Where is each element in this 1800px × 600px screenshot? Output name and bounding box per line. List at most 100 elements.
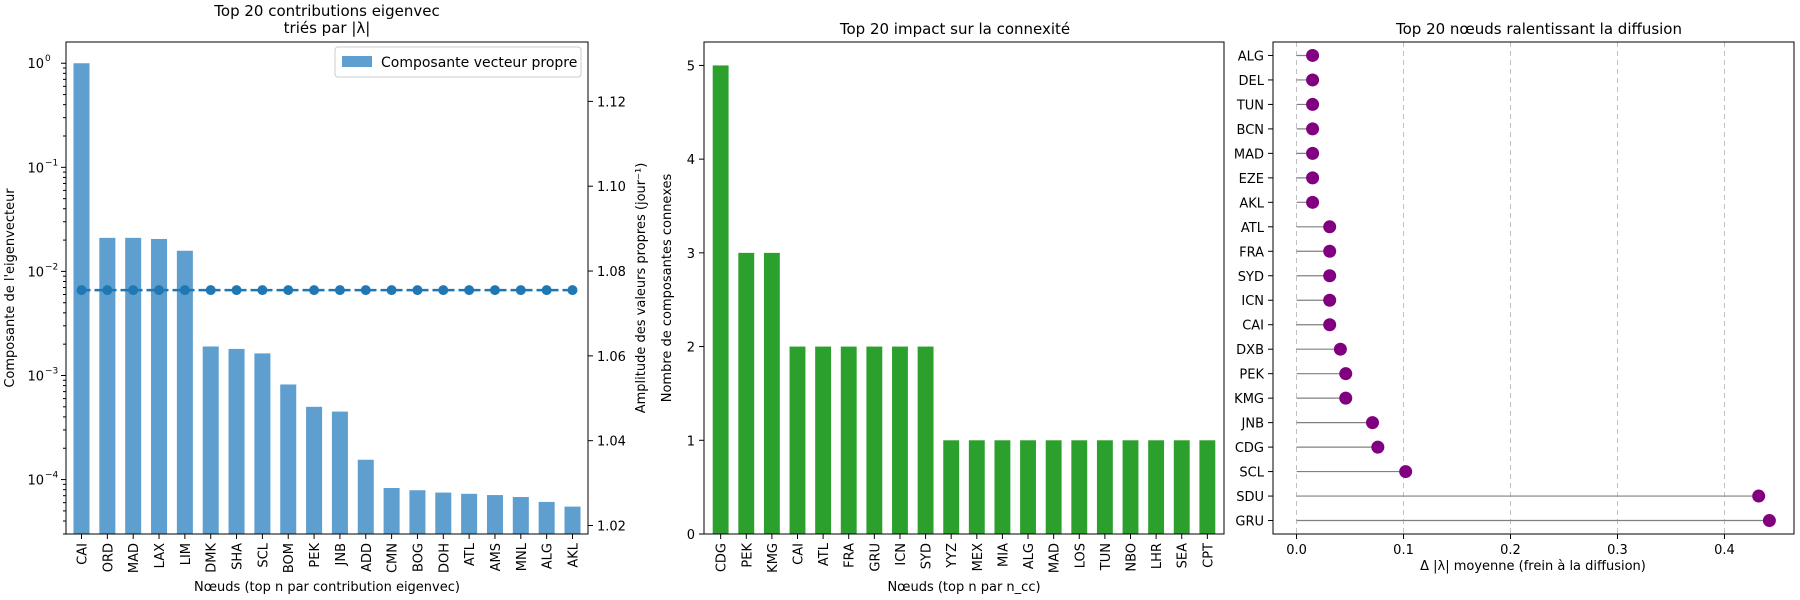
bar-CPT	[1199, 440, 1216, 534]
panel3-grid	[1296, 42, 1725, 534]
x-tick-label: ALG	[541, 543, 556, 569]
y-tick-exponent: −2	[45, 262, 58, 272]
x-tick-label: MIA	[996, 543, 1011, 567]
panel1-title-line2: triés par |λ|	[284, 19, 371, 37]
bar-AMS	[486, 495, 503, 534]
y-tick-label: SDU	[1236, 490, 1264, 505]
panel1-x-axis-label: Nœuds (top n par contribution eigenvec)	[194, 580, 460, 595]
bar-ALG	[1020, 440, 1036, 534]
marker-FRA	[1323, 244, 1337, 258]
panel3-lollipops	[1296, 48, 1776, 528]
panel2-axes-frame	[703, 41, 1225, 535]
eigenvalue-point-DOH	[438, 285, 449, 296]
y-tick-label: 3	[687, 247, 695, 262]
y-tick-label: SCL	[1239, 466, 1264, 481]
y-tick-label: TUN	[1236, 98, 1264, 113]
x-tick-label: 0.0	[1286, 543, 1307, 558]
eigenvalue-point-ORD	[102, 285, 113, 296]
y-tick-label: 10	[27, 265, 44, 280]
marker-DXB	[1333, 342, 1347, 356]
marker-SYD	[1323, 269, 1337, 283]
bar-TUN	[1096, 440, 1113, 534]
x-tick-label: CPT	[1201, 543, 1216, 568]
x-tick-label: BOG	[411, 543, 426, 572]
y-tick-exponent: −3	[45, 366, 58, 376]
bar-FRA	[840, 346, 857, 534]
eigenvalue-point-PEK	[309, 285, 320, 296]
bar-BOG	[409, 490, 426, 534]
eigenvalue-point-AKL	[567, 285, 578, 296]
panel2-bars	[712, 65, 1216, 534]
y2-tick-label: 1.06	[597, 350, 626, 365]
eigenvalue-point-LIM	[179, 285, 190, 296]
y-tick-exponent: 0	[45, 54, 51, 64]
y-tick-label: AKL	[1239, 196, 1264, 211]
x-tick-label: LHR	[1150, 543, 1165, 569]
x-tick-label: ORD	[101, 543, 116, 572]
y-tick-label: 10	[27, 161, 44, 176]
bar-NBO	[1122, 440, 1139, 534]
marker-AKL	[1306, 195, 1320, 209]
bar-CAI	[73, 63, 90, 534]
marker-CDG	[1371, 440, 1385, 454]
eigenvalue-point-AMS	[489, 285, 500, 296]
panel1-y-axis-label: Composante de l'eigenvecteur	[3, 188, 18, 388]
eigenvalue-point-BOM	[283, 285, 294, 296]
y-tick-label: JNB	[1241, 417, 1264, 432]
y-tick-label: 10	[27, 369, 44, 384]
y-tick-exponent: −4	[45, 471, 59, 481]
bar-SEA	[1173, 440, 1190, 534]
panel1-eigenvalue-line	[76, 285, 578, 296]
x-tick-label: MEX	[971, 543, 986, 571]
x-tick-label: LIM	[179, 543, 194, 565]
marker-EZE	[1306, 171, 1320, 185]
x-tick-label: ATL	[817, 542, 832, 566]
x-tick-label: ATL	[463, 542, 478, 566]
panel3-x-ticks: 0.0 0.1 0.2 0.3 0.4	[1286, 534, 1735, 558]
y-tick-label: 0	[687, 528, 695, 543]
y-tick-label: 1	[687, 434, 695, 449]
marker-TUN	[1306, 97, 1320, 111]
bar-MAD	[125, 237, 142, 534]
bar-JNB	[331, 411, 348, 534]
x-tick-label: DOH	[437, 543, 452, 573]
x-tick-label: PEK	[740, 543, 755, 568]
x-tick-label: CMN	[386, 543, 401, 573]
bar-KMG	[763, 252, 780, 534]
bar-SHA	[228, 348, 245, 534]
x-tick-label: SYD	[920, 543, 935, 569]
x-tick-label: 0.4	[1714, 543, 1735, 558]
bar-ADD	[357, 459, 374, 534]
x-tick-label: TUN	[1099, 543, 1114, 571]
eigenvalue-point-ALG	[541, 285, 552, 296]
x-tick-label: GRU	[868, 543, 883, 572]
x-tick-label: JNB	[334, 543, 349, 566]
bar-PEK	[738, 252, 755, 534]
y-tick-label: PEK	[1239, 368, 1264, 383]
panel3-x-axis-label: Δ |λ| moyenne (frein à la diffusion)	[1420, 559, 1646, 574]
bar-CAI	[789, 346, 806, 534]
eigenvalue-point-DMK	[205, 285, 216, 296]
marker-ALG	[1306, 48, 1320, 62]
legend-box	[334, 46, 582, 78]
y-tick-label: ICN	[1241, 294, 1264, 309]
x-tick-label: SEA	[1176, 543, 1191, 568]
x-tick-label: 0.1	[1393, 543, 1414, 558]
bar-GRU	[866, 346, 883, 534]
x-tick-label: LOS	[1073, 543, 1088, 568]
eigenvalue-point-MNL	[515, 285, 526, 296]
y-tick-label: KMG	[1234, 392, 1264, 407]
y2-tick-label: 1.04	[597, 435, 626, 450]
y2-tick-label: 1.10	[597, 180, 626, 195]
bar-SCL	[254, 353, 271, 534]
eigenvalue-point-LAX	[154, 285, 165, 296]
panel1-y2-ticks: 1.02 1.04 1.06 1.08 1.10 1.12	[588, 95, 626, 535]
bar-PEK	[306, 406, 323, 534]
bar-ORD	[99, 237, 116, 534]
marker-SCL	[1399, 465, 1413, 479]
panel2-title: Top 20 impact sur la connexité	[839, 20, 1070, 38]
x-tick-label: ICN	[894, 543, 909, 566]
marker-ICN	[1323, 293, 1337, 307]
y-tick-label: 2	[687, 341, 695, 356]
